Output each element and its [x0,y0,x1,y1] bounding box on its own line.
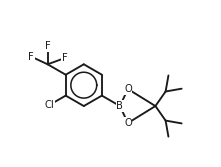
Text: Cl: Cl [44,100,54,110]
Text: F: F [62,53,68,63]
Text: O: O [124,84,132,94]
Text: F: F [45,41,50,51]
Text: B: B [116,101,123,111]
Text: F: F [28,52,34,61]
Text: O: O [124,118,132,128]
